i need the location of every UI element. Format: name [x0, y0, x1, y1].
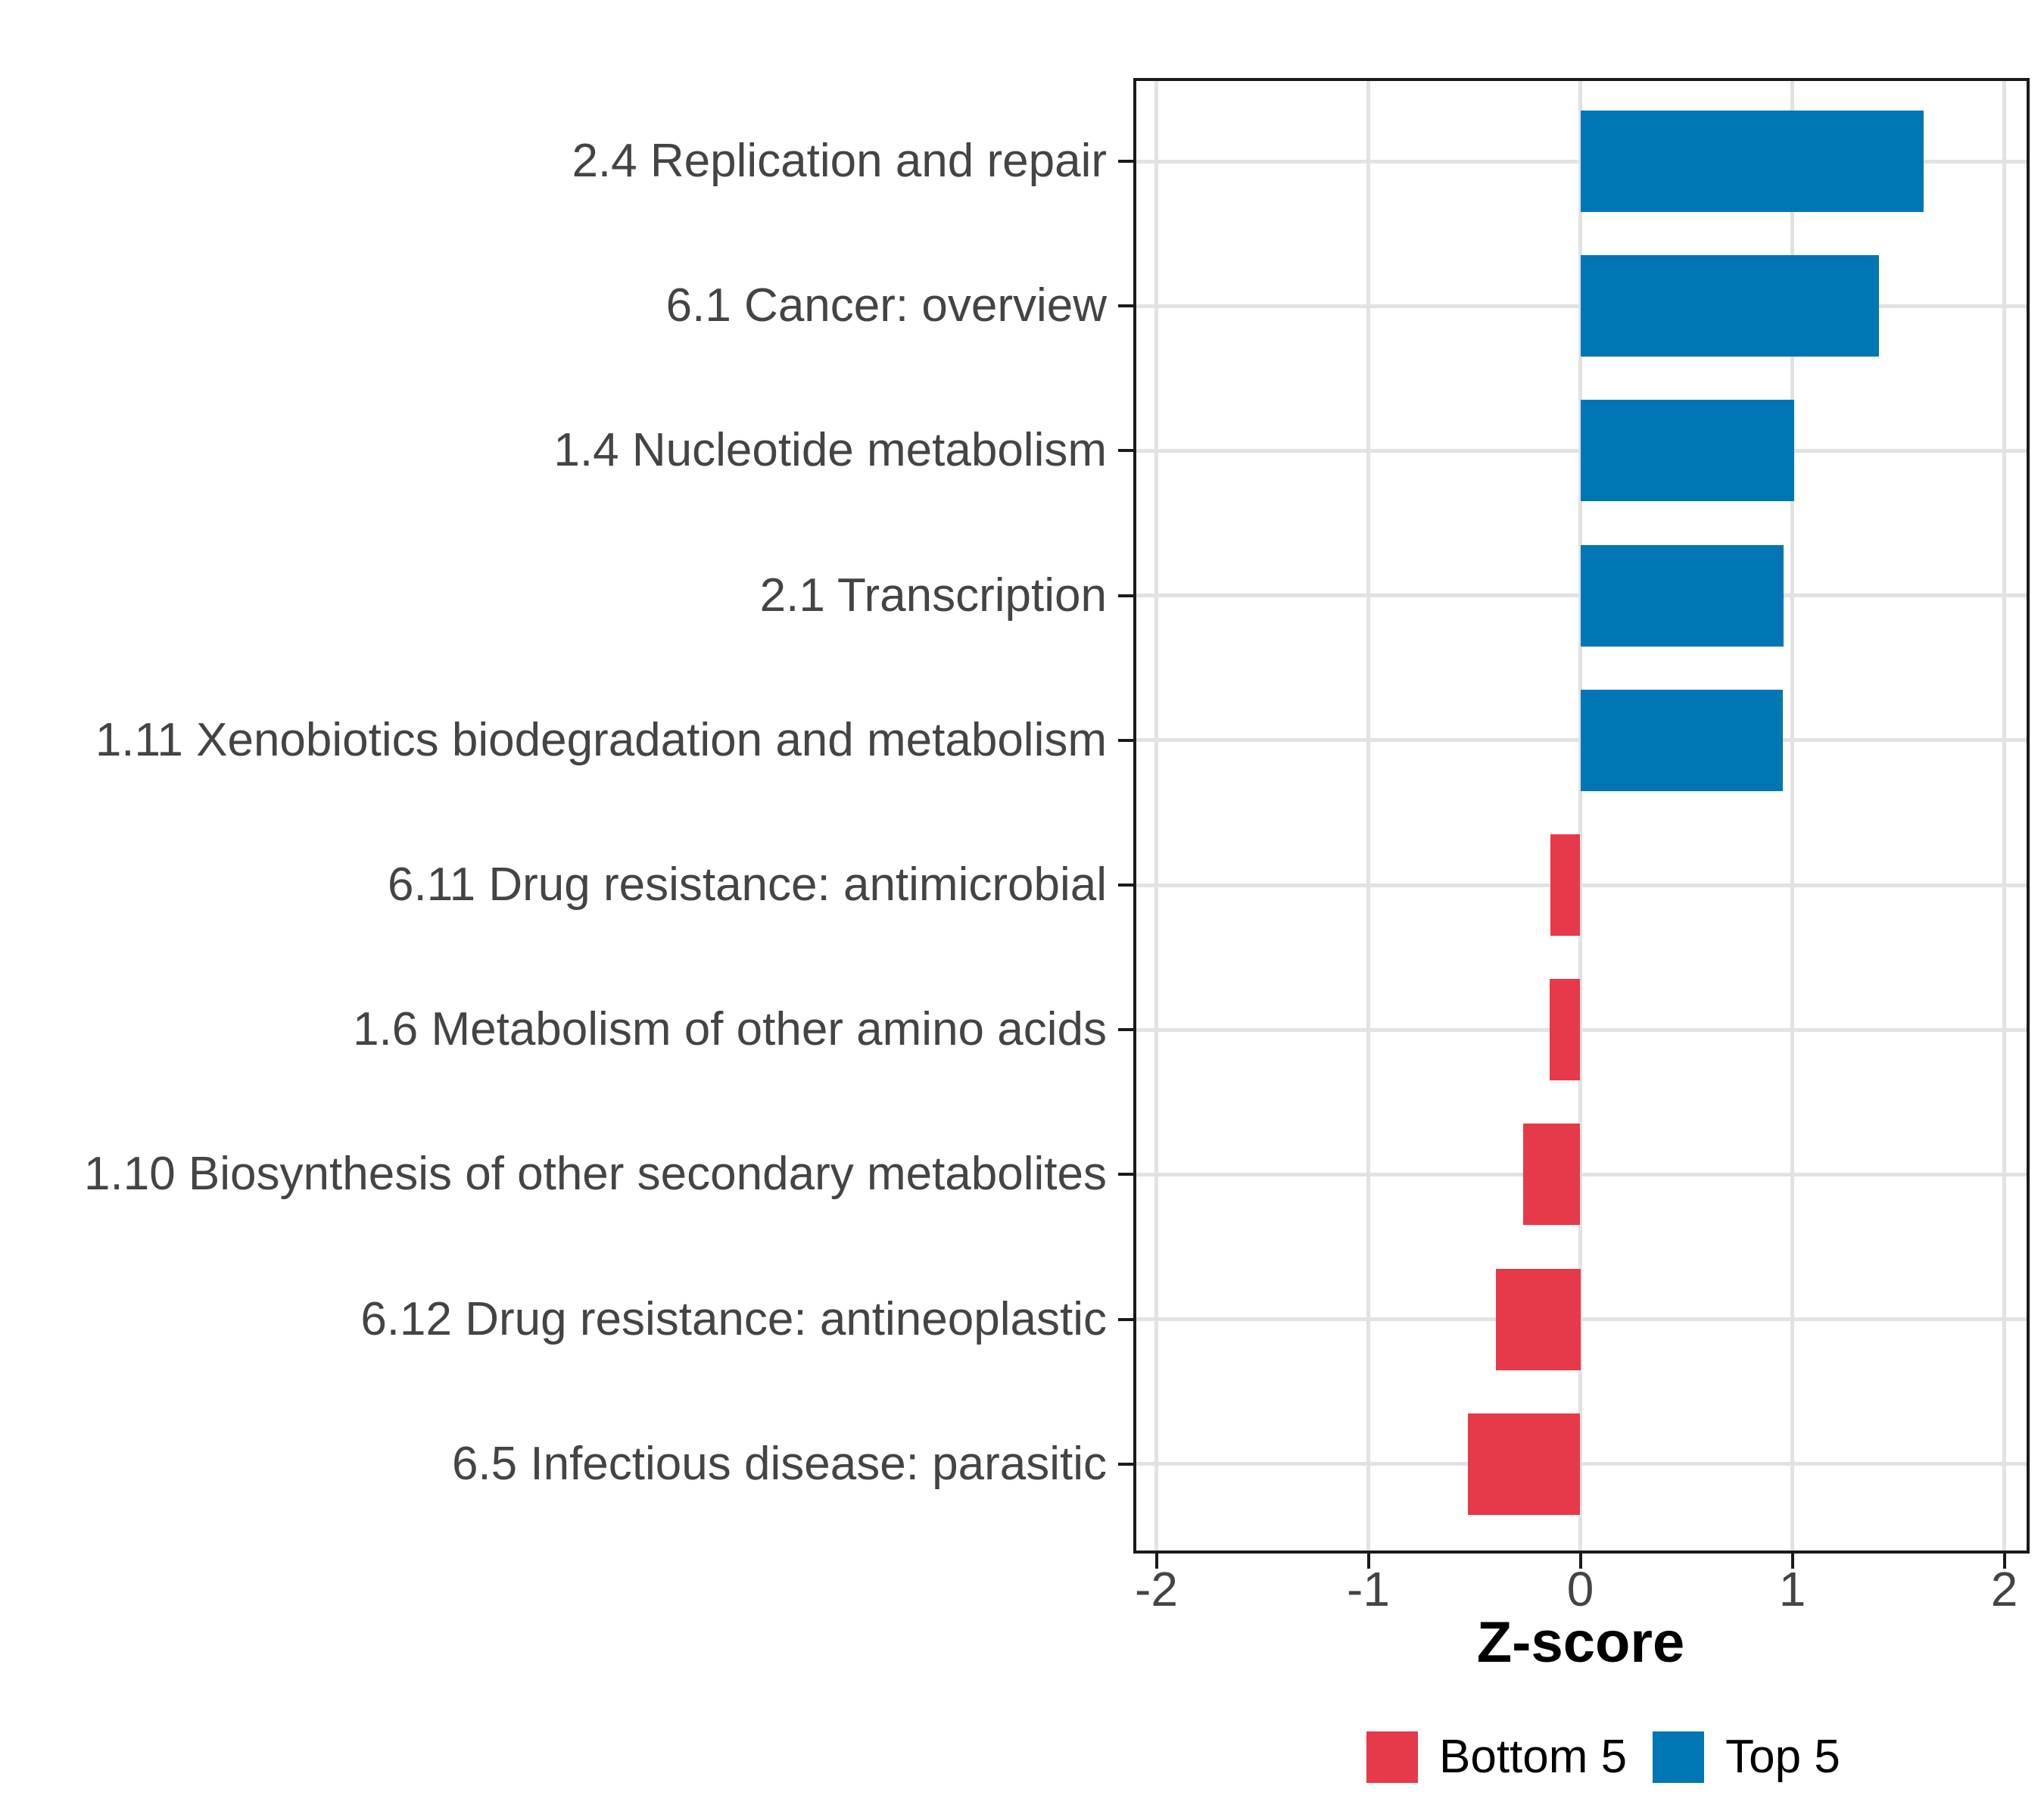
x-axis-tick [1790, 1552, 1794, 1569]
y-axis-tick [1118, 1462, 1135, 1466]
bar-7 [1549, 979, 1581, 1081]
plot-panel [1135, 79, 2027, 1551]
x-axis-tick-label: 1 [1778, 1562, 1806, 1616]
legend-swatch [1366, 1731, 1418, 1783]
legend-swatch [1653, 1731, 1705, 1783]
gridline-horizontal [1135, 1317, 2027, 1322]
x-axis-tick-label: 0 [1566, 1562, 1594, 1616]
gridline-vertical [2002, 79, 2006, 1551]
gridline-vertical [1366, 79, 1370, 1551]
y-axis-label: 6.1 Cancer: overview [665, 279, 1107, 332]
legend: Bottom 5 Top 5 [1366, 1730, 1840, 1784]
bar-2 [1580, 255, 1880, 357]
y-axis-label: 1.11 Xenobiotics biodegradation and meta… [95, 713, 1107, 766]
y-axis-label: 6.12 Drug resistance: antineoplastic [360, 1292, 1107, 1345]
bar-3 [1580, 400, 1795, 502]
x-axis-tick-label: -1 [1347, 1562, 1390, 1616]
gridline-horizontal [1135, 883, 2027, 887]
x-axis-tick-label: 2 [1990, 1562, 2018, 1616]
legend-label: Top 5 [1725, 1731, 1840, 1783]
legend-item: Bottom 5 [1366, 1730, 1627, 1784]
legend-item: Top 5 [1653, 1730, 1840, 1784]
bar-1 [1580, 111, 1924, 212]
gridline-vertical [1578, 79, 1582, 1551]
bar-8 [1522, 1124, 1581, 1226]
y-axis-tick [1118, 1317, 1135, 1321]
y-axis-tick [1118, 304, 1135, 308]
x-axis-tick [1366, 1552, 1370, 1569]
gridline-vertical [1154, 79, 1158, 1551]
y-axis-label: 6.11 Drug resistance: antimicrobial [388, 859, 1107, 911]
legend-label: Bottom 5 [1439, 1731, 1628, 1783]
y-axis-tick [1118, 738, 1135, 742]
y-axis-label: 1.4 Nucleotide metabolism [553, 424, 1107, 477]
x-axis-tick [2002, 1552, 2006, 1569]
gridline-horizontal [1135, 1462, 2027, 1466]
y-axis-label: 2.1 Transcription [759, 569, 1107, 622]
bar-9 [1495, 1268, 1581, 1370]
gridline-horizontal [1135, 1172, 2027, 1177]
y-axis-label: 1.6 Metabolism of other amino acids [353, 1003, 1107, 1056]
bar-5 [1580, 689, 1783, 791]
bar-6 [1550, 834, 1581, 936]
y-axis-label: 6.5 Infectious disease: parasitic [451, 1437, 1107, 1490]
bar-10 [1468, 1413, 1581, 1515]
y-axis-tick [1118, 449, 1135, 453]
bar-4 [1580, 544, 1784, 647]
y-axis-tick [1118, 1028, 1135, 1032]
x-axis-tick [1578, 1552, 1582, 1569]
x-axis-tick-label: -2 [1135, 1562, 1178, 1616]
y-axis-tick [1118, 594, 1135, 597]
y-axis-label: 2.4 Replication and repair [572, 135, 1107, 187]
x-axis-title: Z-score [1476, 1610, 1685, 1675]
y-axis-tick [1118, 160, 1135, 163]
y-axis-tick [1118, 1173, 1135, 1177]
y-axis-label: 1.10 Biosynthesis of other secondary met… [84, 1148, 1107, 1201]
gridline-vertical [1790, 79, 1794, 1551]
x-axis-tick [1154, 1552, 1158, 1569]
gridline-horizontal [1135, 1027, 2027, 1032]
y-axis-tick [1118, 884, 1135, 887]
